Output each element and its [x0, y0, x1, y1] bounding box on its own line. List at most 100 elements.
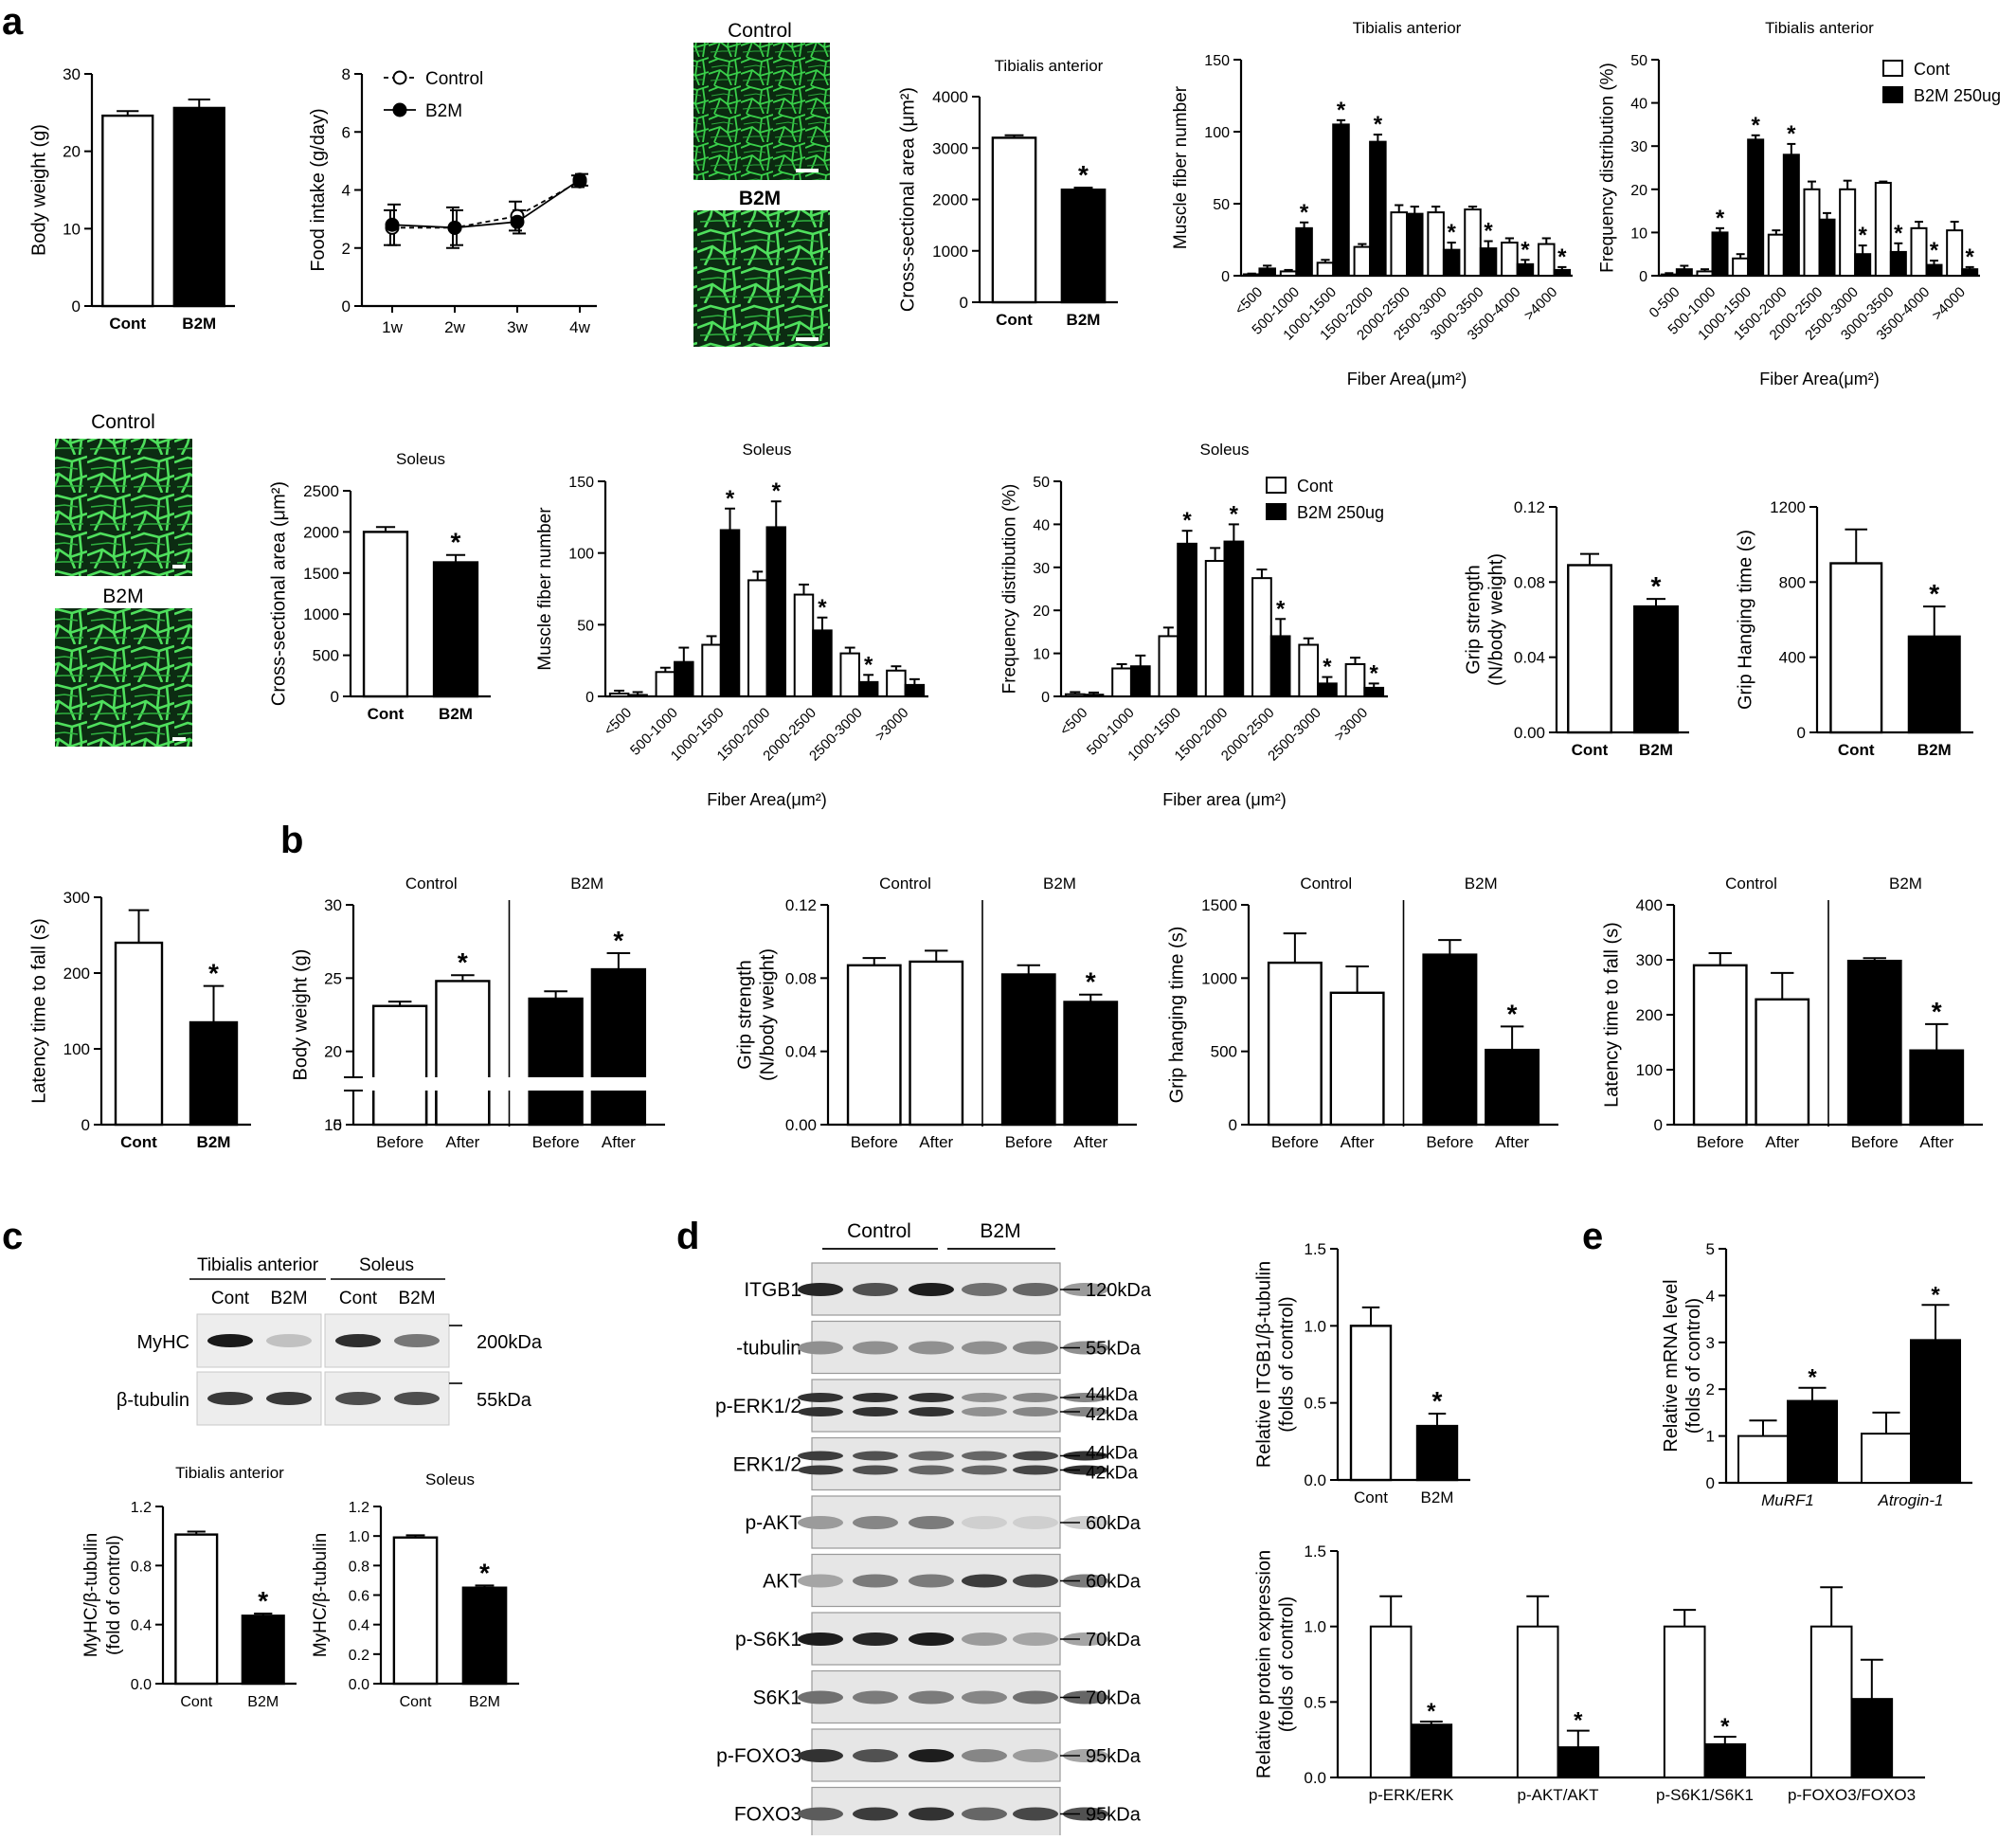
y-axis-label: (folds of control) — [1276, 1596, 1297, 1732]
bar — [1782, 153, 1800, 278]
y-tick-label: 1.2 — [349, 1500, 369, 1516]
blot-lane-label: Cont — [211, 1289, 250, 1308]
y-tick-label: 40 — [1630, 97, 1647, 113]
y-tick-label: 10 — [1033, 647, 1050, 663]
y-tick-label: 0.04 — [1514, 649, 1545, 667]
bar — [1332, 123, 1350, 277]
micrograph-label-sol-b2m: B2M — [102, 586, 143, 607]
western-blot-d: Control B2M ITGB1 120kDa -tubulin 55kDa p-ERK1… — [715, 1220, 1152, 1840]
molecular-weight-label: 95kDa — [1086, 1746, 1142, 1767]
chart-title: Tibialis anterior — [1353, 19, 1462, 37]
panel-label-a: a — [2, 1, 24, 43]
legend-marker — [392, 70, 407, 85]
x-tick-label: B2M — [197, 1133, 231, 1151]
group-label: B2M — [1889, 875, 1922, 893]
molecular-weight-label: 60kDa — [1086, 1572, 1142, 1593]
blot-tissue-label: Soleus — [359, 1255, 414, 1275]
y-tick-label: 8 — [342, 65, 351, 83]
y-tick-label: 0 — [1654, 1116, 1663, 1134]
x-tick-label: B2M — [1421, 1488, 1454, 1506]
bar — [362, 531, 409, 698]
x-tick-label: Cont — [1838, 741, 1875, 759]
micrograph-label-sol-control: Control — [91, 411, 155, 433]
x-tick-label: >4000 — [1929, 284, 1969, 324]
x-tick-label: After — [1495, 1133, 1529, 1151]
significance-star: * — [1300, 200, 1309, 225]
chart-e_mrna: 0 1 2 3 4 5 Relative mRNA level (folds of contr… — [1661, 1240, 1972, 1509]
y-tick-label: 1.5 — [1304, 1542, 1326, 1560]
bar — [1316, 262, 1335, 278]
chart-a_food: 0 2 4 6 8 Food intake (g/day) 1w 2w 3w 4w Control B… — [308, 65, 597, 336]
bar — [1353, 245, 1372, 278]
x-tick-label: Cont — [996, 311, 1033, 329]
blot-band — [853, 1407, 898, 1416]
bar — [1696, 270, 1714, 278]
bar — [991, 136, 1037, 304]
group-label: Control — [879, 875, 931, 893]
x-tick-label: Cont — [120, 1133, 157, 1151]
group-label: B2M — [1465, 875, 1498, 893]
significance-star: * — [1651, 571, 1662, 601]
legend-label: Cont — [1914, 60, 1950, 79]
blot-band — [1013, 1807, 1058, 1821]
bar — [371, 1004, 428, 1127]
y-tick-label: 1.2 — [131, 1500, 152, 1516]
blot-group-label: Control — [847, 1220, 911, 1242]
significance-star: * — [458, 947, 468, 977]
y-axis-label: Muscle fiber number — [535, 507, 555, 671]
molecular-weight-label: 70kDa — [1086, 1630, 1142, 1651]
y-tick-label: 0 — [1797, 724, 1806, 742]
y-axis-label: (N/body weight) — [758, 948, 779, 1081]
legend-label: Control — [425, 69, 483, 89]
bar — [241, 1615, 285, 1686]
y-axis-label: Frequency distribution (%) — [999, 484, 1019, 695]
blot-band — [853, 1690, 898, 1705]
bar — [747, 579, 768, 697]
x-tick-label: Before — [376, 1133, 423, 1151]
y-tick-label: 1.0 — [349, 1529, 369, 1545]
bar — [1660, 273, 1678, 277]
chart-b_grip: 0.00 0.04 0.08 0.12 Grip strength (N/body wei… — [735, 875, 1137, 1151]
molecular-weight-label: 44kDa — [1086, 1385, 1138, 1405]
bar — [1344, 662, 1366, 698]
x-tick-label: Cont — [180, 1694, 212, 1710]
bar — [793, 593, 815, 698]
blot-band — [1063, 1465, 1108, 1475]
blot-band — [798, 1749, 843, 1762]
legend-label: B2M — [425, 101, 462, 121]
y-axis-label: Grip strength — [735, 960, 756, 1070]
y-axis-label: Food intake (g/day) — [308, 108, 329, 271]
y-tick-label: 15 — [324, 1116, 342, 1134]
bar-stub — [591, 1091, 645, 1125]
x-tick-label: B2M — [1917, 741, 1952, 759]
y-tick-label: 30 — [1033, 561, 1050, 577]
blot-row-label: p-FOXO3 — [716, 1745, 801, 1767]
bar — [1410, 1723, 1453, 1778]
x-axis-label: Fiber Area(μm²) — [707, 790, 826, 809]
blot-group-label: B2M — [980, 1220, 1020, 1242]
bar — [1415, 1424, 1459, 1482]
x-tick-label: p-S6K1/S6K1 — [1656, 1786, 1754, 1804]
bar — [1369, 1625, 1413, 1778]
blot-band — [853, 1574, 898, 1588]
blot-band — [909, 1516, 954, 1529]
blot-band — [798, 1516, 843, 1529]
bar — [1177, 542, 1197, 698]
chart-a_hang: 0 400 800 1200 Grip Hanging time (s) Cont * B2M — [1736, 498, 1973, 759]
x-axis-label: Fiber Area(μm²) — [1347, 370, 1467, 388]
blot-band — [962, 1407, 1007, 1416]
y-tick-label: 0 — [331, 688, 339, 706]
blot-band — [962, 1807, 1007, 1821]
y-tick-label: 3 — [1706, 1334, 1715, 1352]
legend-label: B2M 250ug — [1914, 86, 2001, 105]
y-tick-label: 2 — [1706, 1380, 1715, 1398]
bar — [1909, 1049, 1965, 1127]
micrograph-label-ta-control: Control — [728, 20, 792, 42]
significance-star: * — [613, 926, 623, 955]
blot-band — [909, 1283, 954, 1296]
y-axis-label: Cross-sectional area (μm²) — [269, 481, 290, 706]
bar — [1946, 229, 1964, 277]
y-tick-label: 0 — [1706, 1474, 1715, 1492]
x-tick-label: 2w — [444, 318, 465, 336]
micrograph-sol-control — [55, 439, 192, 576]
